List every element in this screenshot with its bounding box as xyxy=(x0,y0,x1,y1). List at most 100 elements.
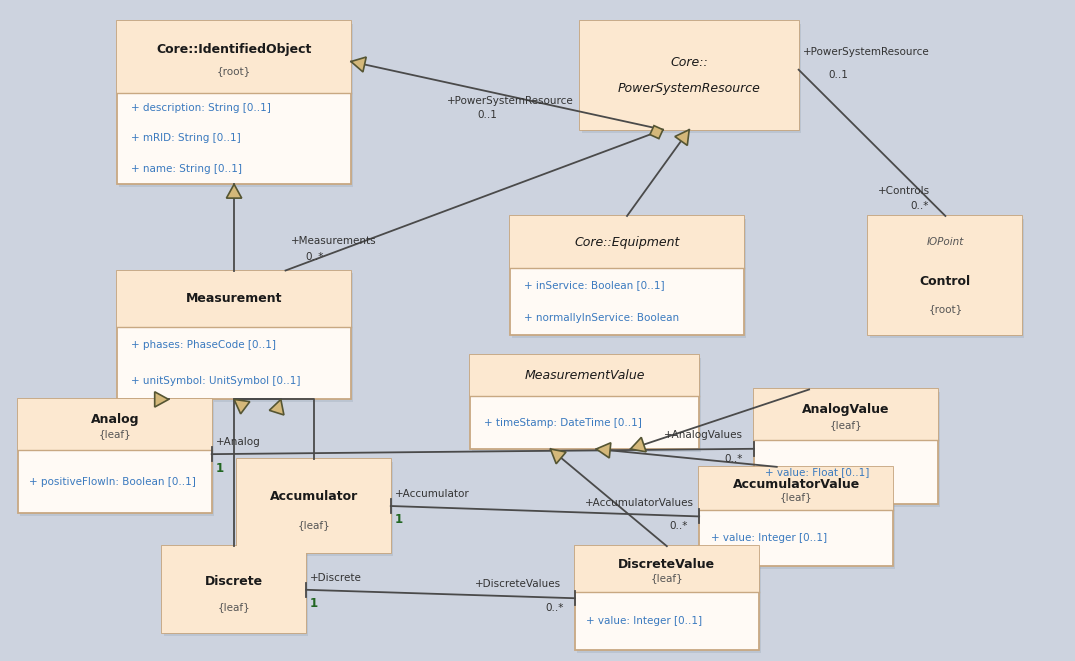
FancyBboxPatch shape xyxy=(117,20,350,184)
Text: + value: Integer [0..1]: + value: Integer [0..1] xyxy=(586,616,702,626)
Text: 1: 1 xyxy=(216,461,224,475)
Text: + positiveFlowIn: Boolean [0..1]: + positiveFlowIn: Boolean [0..1] xyxy=(29,477,197,486)
Text: 1: 1 xyxy=(311,597,318,610)
FancyBboxPatch shape xyxy=(236,459,390,553)
FancyBboxPatch shape xyxy=(164,549,309,637)
Text: + inService: Boolean [0..1]: + inService: Boolean [0..1] xyxy=(525,280,664,290)
Text: +AnalogValues: +AnalogValues xyxy=(664,430,743,440)
FancyBboxPatch shape xyxy=(582,24,801,133)
Polygon shape xyxy=(350,57,367,72)
FancyBboxPatch shape xyxy=(471,355,699,449)
Text: DiscreteValue: DiscreteValue xyxy=(618,558,715,571)
Text: 0..1: 0..1 xyxy=(477,110,497,120)
Text: + value: Float [0..1]: + value: Float [0..1] xyxy=(765,467,870,477)
Text: + value: Integer [0..1]: + value: Integer [0..1] xyxy=(711,533,827,543)
Polygon shape xyxy=(650,126,663,139)
FancyBboxPatch shape xyxy=(575,546,759,592)
Polygon shape xyxy=(675,130,689,145)
FancyBboxPatch shape xyxy=(511,216,744,335)
FancyBboxPatch shape xyxy=(512,219,746,338)
Text: {leaf}: {leaf} xyxy=(98,430,131,440)
Text: + normallyInService: Boolean: + normallyInService: Boolean xyxy=(525,313,679,323)
Text: Core::IdentifiedObject: Core::IdentifiedObject xyxy=(156,43,312,56)
FancyBboxPatch shape xyxy=(869,216,1022,335)
Text: {leaf}: {leaf} xyxy=(298,520,330,530)
FancyBboxPatch shape xyxy=(754,389,937,440)
FancyBboxPatch shape xyxy=(17,399,212,449)
Polygon shape xyxy=(270,399,284,415)
FancyBboxPatch shape xyxy=(117,270,350,327)
Text: IOPoint: IOPoint xyxy=(927,237,964,247)
FancyBboxPatch shape xyxy=(117,270,350,399)
Text: +PowerSystemResource: +PowerSystemResource xyxy=(803,47,930,57)
FancyBboxPatch shape xyxy=(871,219,1024,338)
FancyBboxPatch shape xyxy=(699,467,893,510)
Text: MeasurementValue: MeasurementValue xyxy=(525,369,645,382)
Polygon shape xyxy=(227,184,242,198)
FancyBboxPatch shape xyxy=(511,216,744,268)
Text: +Controls: +Controls xyxy=(877,186,930,196)
Text: {root}: {root} xyxy=(928,304,962,314)
Text: AccumulatorValue: AccumulatorValue xyxy=(732,478,860,491)
FancyBboxPatch shape xyxy=(162,546,306,633)
FancyBboxPatch shape xyxy=(17,399,212,514)
Text: + timeStamp: DateTime [0..1]: + timeStamp: DateTime [0..1] xyxy=(484,418,642,428)
FancyBboxPatch shape xyxy=(162,546,306,633)
FancyBboxPatch shape xyxy=(19,403,214,516)
Text: {leaf}: {leaf} xyxy=(650,573,684,583)
Text: 0..*: 0..* xyxy=(670,522,688,531)
Polygon shape xyxy=(631,438,646,452)
Text: Analog: Analog xyxy=(90,413,139,426)
Text: +PowerSystemResource: +PowerSystemResource xyxy=(447,96,574,106)
Text: PowerSystemResource: PowerSystemResource xyxy=(618,82,761,95)
Text: + mRID: String [0..1]: + mRID: String [0..1] xyxy=(131,134,241,143)
FancyBboxPatch shape xyxy=(579,20,799,130)
Text: +Analog: +Analog xyxy=(216,438,260,447)
FancyBboxPatch shape xyxy=(701,470,895,569)
Polygon shape xyxy=(155,392,169,407)
Text: +DiscreteValues: +DiscreteValues xyxy=(475,579,561,590)
Text: {leaf}: {leaf} xyxy=(830,420,862,430)
FancyBboxPatch shape xyxy=(472,358,701,452)
FancyBboxPatch shape xyxy=(869,216,1022,335)
Text: Core::Equipment: Core::Equipment xyxy=(574,236,679,249)
FancyBboxPatch shape xyxy=(236,459,390,553)
Text: +AccumulatorValues: +AccumulatorValues xyxy=(585,498,693,508)
Text: +Accumulator: +Accumulator xyxy=(395,489,470,499)
FancyBboxPatch shape xyxy=(756,393,940,506)
Polygon shape xyxy=(597,443,611,458)
Text: Discrete: Discrete xyxy=(205,574,263,588)
Text: 1: 1 xyxy=(395,514,403,526)
Text: {leaf}: {leaf} xyxy=(779,492,813,502)
Text: Accumulator: Accumulator xyxy=(270,490,358,503)
Text: Control: Control xyxy=(920,275,971,288)
FancyBboxPatch shape xyxy=(754,389,937,504)
FancyBboxPatch shape xyxy=(119,274,353,403)
Text: + phases: PhaseCode [0..1]: + phases: PhaseCode [0..1] xyxy=(131,340,276,350)
FancyBboxPatch shape xyxy=(699,467,893,566)
Text: Measurement: Measurement xyxy=(186,292,283,305)
FancyBboxPatch shape xyxy=(579,20,799,130)
Text: 0..*: 0..* xyxy=(305,252,324,262)
Text: AnalogValue: AnalogValue xyxy=(802,403,890,416)
Text: {root}: {root} xyxy=(217,66,252,76)
Text: 0..*: 0..* xyxy=(545,603,563,613)
FancyBboxPatch shape xyxy=(239,462,392,556)
Text: + description: String [0..1]: + description: String [0..1] xyxy=(131,103,271,113)
FancyBboxPatch shape xyxy=(117,20,350,93)
Text: 0..*: 0..* xyxy=(725,453,743,464)
Text: +Discrete: +Discrete xyxy=(311,573,362,583)
Text: 0..*: 0..* xyxy=(911,201,929,211)
Text: +Measurements: +Measurements xyxy=(290,236,376,246)
Text: Core::: Core:: xyxy=(671,56,708,69)
Polygon shape xyxy=(234,399,249,414)
FancyBboxPatch shape xyxy=(577,549,761,653)
FancyBboxPatch shape xyxy=(471,355,699,396)
Text: + name: String [0..1]: + name: String [0..1] xyxy=(131,164,242,174)
Text: {leaf}: {leaf} xyxy=(218,602,250,612)
FancyBboxPatch shape xyxy=(575,546,759,650)
Polygon shape xyxy=(550,449,567,464)
Text: 0..1: 0..1 xyxy=(829,69,848,80)
Text: + unitSymbol: UnitSymbol [0..1]: + unitSymbol: UnitSymbol [0..1] xyxy=(131,376,301,387)
FancyBboxPatch shape xyxy=(119,24,353,187)
